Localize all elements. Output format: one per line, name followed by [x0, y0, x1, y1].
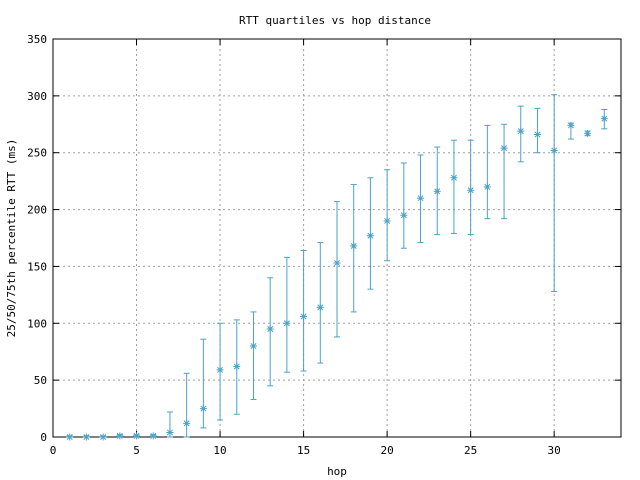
- data-point: [383, 169, 391, 262]
- data-point: [483, 124, 491, 220]
- median-marker: [116, 432, 124, 440]
- median-marker: [400, 211, 408, 219]
- data-point: [82, 433, 90, 441]
- median-marker: [183, 419, 191, 427]
- data-point: [366, 177, 374, 290]
- y-tick-label: 350: [27, 33, 47, 46]
- median-marker: [517, 127, 525, 135]
- median-marker: [350, 242, 358, 250]
- plot-frame: [52, 38, 622, 438]
- data-point: [249, 311, 257, 400]
- data-point: [116, 432, 124, 440]
- y-tick-label: 250: [27, 147, 47, 160]
- data-point: [99, 433, 107, 441]
- data-point: [533, 107, 541, 154]
- median-marker: [66, 433, 74, 441]
- median-marker: [333, 259, 341, 267]
- median-marker: [567, 121, 575, 129]
- data-point: [350, 184, 358, 313]
- data-point: [400, 162, 408, 249]
- data-point: [300, 250, 308, 372]
- data-point: [283, 256, 291, 373]
- median-marker: [249, 342, 257, 350]
- median-marker: [533, 131, 541, 139]
- median-marker: [233, 362, 241, 370]
- x-tick-label: 30: [548, 444, 561, 457]
- data-point: [550, 94, 558, 292]
- y-tick-label: 100: [27, 317, 47, 330]
- x-tick-label: 0: [50, 444, 57, 457]
- x-tick-label: 10: [213, 444, 226, 457]
- chart-title: RTT quartiles vs hop distance: [239, 14, 431, 27]
- data-point: [567, 121, 575, 140]
- median-marker: [550, 146, 558, 154]
- data-series: [66, 94, 608, 441]
- y-tick-label: 50: [34, 374, 47, 387]
- median-marker: [266, 325, 274, 333]
- data-point: [166, 411, 174, 438]
- data-point: [149, 432, 157, 440]
- data-point: [316, 242, 324, 364]
- data-point: [266, 277, 274, 387]
- data-point: [183, 372, 191, 438]
- data-point: [333, 201, 341, 338]
- median-marker: [584, 129, 592, 137]
- data-point: [517, 105, 525, 163]
- median-marker: [600, 115, 608, 123]
- median-marker: [133, 432, 141, 440]
- data-point: [216, 322, 224, 421]
- data-point: [600, 109, 608, 130]
- data-point: [233, 319, 241, 415]
- median-marker: [166, 428, 174, 436]
- data-point: [450, 139, 458, 234]
- data-point: [584, 129, 592, 137]
- x-tick-label: 5: [133, 444, 140, 457]
- median-marker: [500, 144, 508, 152]
- y-tick-label: 150: [27, 260, 47, 273]
- data-point: [433, 146, 441, 236]
- data-point: [500, 123, 508, 220]
- median-marker: [383, 217, 391, 225]
- median-marker: [450, 174, 458, 182]
- median-marker: [433, 187, 441, 195]
- y-tick-label: 300: [27, 90, 47, 103]
- median-marker: [199, 405, 207, 413]
- x-axis-title: hop: [327, 465, 347, 478]
- data-point: [467, 139, 475, 236]
- data-point: [133, 432, 141, 440]
- data-point: [66, 433, 74, 441]
- data-point: [417, 154, 425, 244]
- x-tick-label: 25: [464, 444, 477, 457]
- median-marker: [283, 319, 291, 327]
- median-marker: [300, 312, 308, 320]
- y-tick-label: 200: [27, 204, 47, 217]
- y-axis-title: 25/50/75th percentile RTT (ms): [5, 139, 18, 338]
- x-tick-label: 15: [297, 444, 310, 457]
- median-marker: [316, 303, 324, 311]
- y-tick-label: 0: [40, 431, 47, 444]
- x-tick-label: 20: [380, 444, 393, 457]
- median-marker: [149, 432, 157, 440]
- median-marker: [366, 232, 374, 240]
- median-marker: [99, 433, 107, 441]
- median-marker: [417, 194, 425, 202]
- median-marker: [483, 183, 491, 191]
- median-marker: [216, 366, 224, 374]
- data-point: [199, 338, 207, 429]
- median-marker: [82, 433, 90, 441]
- median-marker: [467, 186, 475, 194]
